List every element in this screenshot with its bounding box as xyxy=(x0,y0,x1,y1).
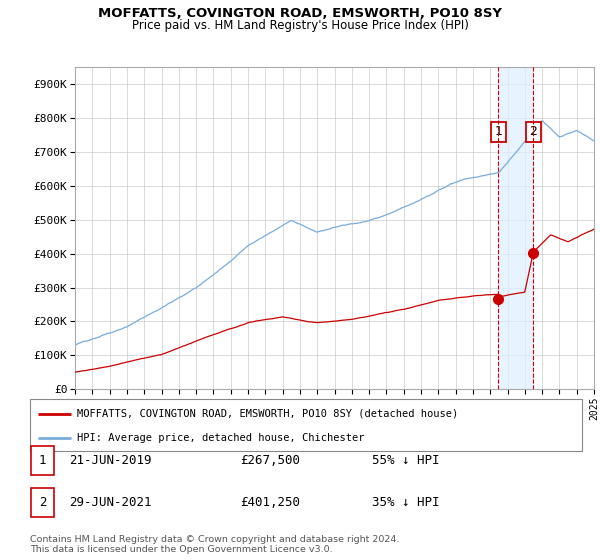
Text: MOFFATTS, COVINGTON ROAD, EMSWORTH, PO10 8SY (detached house): MOFFATTS, COVINGTON ROAD, EMSWORTH, PO10… xyxy=(77,409,458,419)
FancyBboxPatch shape xyxy=(31,488,54,517)
Text: Contains HM Land Registry data © Crown copyright and database right 2024.
This d: Contains HM Land Registry data © Crown c… xyxy=(30,535,400,554)
Bar xyxy=(499,67,533,389)
Text: 35% ↓ HPI: 35% ↓ HPI xyxy=(372,496,439,510)
Text: 2: 2 xyxy=(529,125,537,138)
Text: 55% ↓ HPI: 55% ↓ HPI xyxy=(372,454,439,468)
Text: £401,250: £401,250 xyxy=(240,496,300,510)
Text: HPI: Average price, detached house, Chichester: HPI: Average price, detached house, Chic… xyxy=(77,433,364,443)
Text: 29-JUN-2021: 29-JUN-2021 xyxy=(69,496,151,510)
FancyBboxPatch shape xyxy=(30,399,582,451)
Text: Price paid vs. HM Land Registry's House Price Index (HPI): Price paid vs. HM Land Registry's House … xyxy=(131,19,469,32)
Text: 1: 1 xyxy=(39,454,46,468)
Text: 21-JUN-2019: 21-JUN-2019 xyxy=(69,454,151,468)
Text: £267,500: £267,500 xyxy=(240,454,300,468)
FancyBboxPatch shape xyxy=(31,446,54,475)
Text: MOFFATTS, COVINGTON ROAD, EMSWORTH, PO10 8SY: MOFFATTS, COVINGTON ROAD, EMSWORTH, PO10… xyxy=(98,7,502,20)
Text: 1: 1 xyxy=(494,125,502,138)
Text: 2: 2 xyxy=(39,496,46,510)
